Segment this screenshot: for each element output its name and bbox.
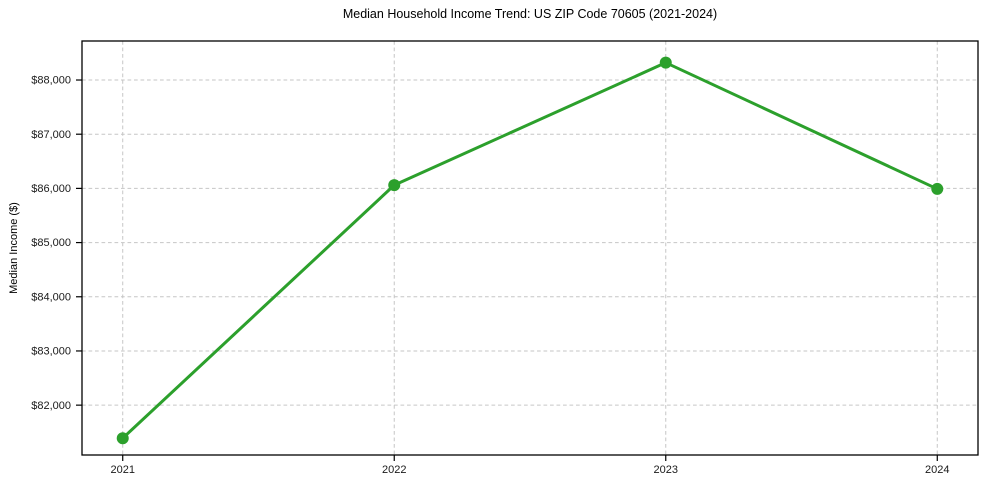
- y-tick-label: $88,000: [31, 75, 71, 87]
- y-tick-label: $86,000: [31, 183, 71, 195]
- data-point-2022: [388, 179, 401, 192]
- data-point-2021: [116, 432, 129, 445]
- chart-title: Median Household Income Trend: US ZIP Co…: [342, 7, 718, 21]
- x-tick-label: 2024: [925, 464, 949, 476]
- trend-line: [121, 61, 939, 440]
- x-tick-label: 2021: [110, 464, 134, 476]
- y-tick-label: $87,000: [31, 129, 71, 141]
- y-tick-label: $83,000: [31, 346, 71, 358]
- x-tick-label: 2023: [654, 464, 678, 476]
- axes-box: [81, 40, 979, 456]
- y-tick-label: $82,000: [31, 400, 71, 412]
- y-tick-label: $84,000: [31, 291, 71, 303]
- data-point-2024: [931, 182, 944, 195]
- data-point-2023: [659, 56, 672, 69]
- y-tick-label: $85,000: [31, 237, 71, 249]
- x-tick-label: 2022: [382, 464, 406, 476]
